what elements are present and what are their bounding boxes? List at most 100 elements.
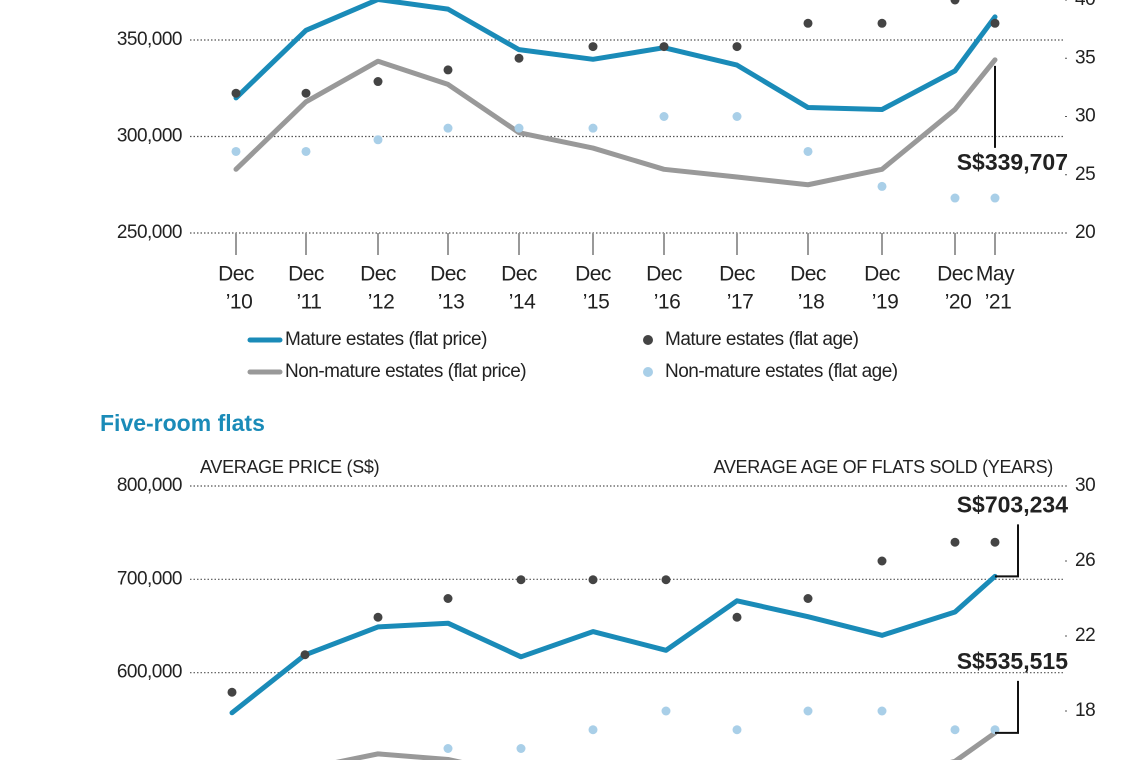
dot — [301, 146, 311, 156]
legend-swatch — [643, 367, 653, 377]
dot — [588, 725, 598, 735]
y-tick-label: 700,000 — [117, 568, 182, 589]
y2-tick-label: 40 — [1075, 0, 1095, 10]
dot — [443, 594, 453, 603]
y2-tick-label: 30 — [1075, 475, 1095, 496]
dot — [990, 18, 1000, 28]
dot — [514, 53, 524, 63]
dot — [373, 612, 383, 622]
x-tick-label: Dec — [288, 263, 324, 286]
legend-label: Mature estates (flat age) — [665, 329, 859, 350]
y-tick-label: 300,000 — [117, 126, 182, 147]
y2-tick-label: 18 — [1075, 700, 1095, 721]
x-tick-label: Dec — [790, 263, 826, 286]
dot — [373, 77, 383, 87]
legend-label: Non-mature estates (flat price) — [285, 361, 526, 382]
value-label: S$535,515 — [957, 648, 1068, 674]
x-tick-label: Dec — [360, 263, 396, 286]
dot — [950, 725, 960, 735]
x-tick-label: Dec — [430, 263, 466, 286]
chart-title: Five-room flats — [100, 410, 265, 436]
dot — [516, 744, 526, 753]
x-tick-label: Dec — [646, 263, 682, 286]
y2-tick-label: 35 — [1075, 47, 1095, 68]
dot — [514, 123, 524, 133]
x-tick-label: Dec — [575, 263, 611, 286]
line-series — [229, 573, 998, 716]
value-label: S$703,234 — [957, 491, 1068, 517]
dot — [373, 135, 383, 145]
chart: Five-room flats AVERAGE PRICE (S$) AVERAGE… — [100, 410, 1096, 760]
y2-tick-label: 22 — [1075, 625, 1095, 646]
legend-swatch — [643, 335, 653, 345]
dot — [803, 706, 813, 716]
y-tick-label: 800,000 — [117, 475, 182, 496]
dot — [877, 706, 887, 716]
dot — [300, 650, 310, 660]
x-tick-label: ’10 — [226, 291, 253, 314]
dot — [588, 575, 598, 585]
leader-line — [995, 524, 1019, 578]
value-label: S$339,707 — [957, 149, 1068, 175]
y2-tick-label: 25 — [1075, 164, 1095, 185]
dot — [732, 725, 742, 735]
dot — [732, 42, 742, 52]
dot — [950, 0, 960, 5]
x-tick-label: Dec — [864, 263, 900, 286]
x-tick-label: May — [976, 263, 1015, 286]
x-tick-label: ’21 — [985, 291, 1012, 314]
dot — [443, 123, 453, 133]
x-tick-label: ’13 — [438, 291, 465, 314]
x-tick-label: Dec — [501, 263, 537, 286]
x-tick-label: Dec — [218, 263, 254, 286]
y-tick-label: 600,000 — [117, 662, 182, 683]
y2-tick-label: 20 — [1075, 222, 1095, 243]
x-tick-label: ’17 — [727, 291, 754, 314]
dot — [732, 112, 742, 121]
dot — [803, 594, 813, 603]
dot — [661, 706, 671, 716]
y-axis-title: AVERAGE PRICE (S$) — [200, 457, 379, 477]
dot — [877, 556, 887, 566]
x-tick-label: Dec — [937, 263, 973, 286]
dot — [588, 123, 598, 133]
dot — [661, 575, 671, 585]
line-series — [233, 57, 998, 188]
dot — [231, 146, 241, 156]
x-tick-label: ’20 — [945, 291, 972, 314]
dot — [950, 537, 960, 547]
x-tick-label: ’15 — [583, 291, 610, 314]
y2-tick-label: 26 — [1075, 550, 1095, 571]
x-tick-label: ’18 — [798, 291, 825, 314]
y2-tick-label: 30 — [1075, 106, 1095, 127]
dot — [443, 744, 453, 753]
line-series — [233, 0, 998, 112]
dot — [516, 575, 526, 585]
y-tick-label: 350,000 — [117, 29, 182, 50]
y-tick-label: 250,000 — [117, 222, 182, 243]
x-tick-label: ’11 — [297, 291, 322, 314]
leader-line — [995, 680, 1019, 734]
x-tick-label: ’19 — [872, 291, 899, 314]
dot — [732, 612, 742, 622]
dot — [990, 193, 1000, 203]
dot — [227, 687, 237, 697]
line-series — [335, 730, 998, 760]
chart: 250,000 300,000 350,000 20 25 30 35 40 Dec ’10 Dec… — [117, 0, 1096, 382]
y2-axis-title: AVERAGE AGE OF FLATS SOLD (YEARS) — [713, 457, 1053, 477]
dot — [588, 42, 598, 52]
legend-label: Mature estates (flat price) — [285, 329, 487, 350]
x-tick-label: Dec — [719, 263, 755, 286]
dot — [659, 42, 669, 52]
x-tick-label: ’16 — [654, 291, 681, 314]
dot — [877, 18, 887, 28]
x-tick-label: ’14 — [509, 291, 536, 314]
x-tick-label: ’12 — [368, 291, 395, 314]
dot — [659, 112, 669, 121]
dot — [231, 88, 241, 98]
legend-label: Non-mature estates (flat age) — [665, 361, 898, 382]
dot — [443, 65, 453, 75]
dot — [950, 193, 960, 203]
dot — [803, 18, 813, 28]
